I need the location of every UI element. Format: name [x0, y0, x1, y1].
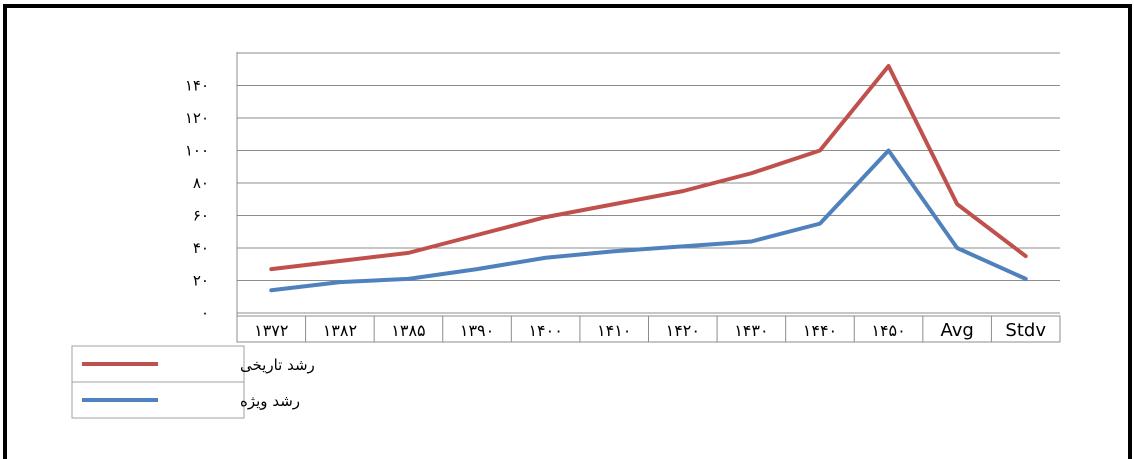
x-tick-label: ۱۴۰۰ [528, 321, 562, 340]
y-tick-label: ۴۰ [193, 239, 209, 257]
y-tick-label: ۱۲۰ [185, 109, 209, 127]
x-tick-label: ۱۴۳۰ [734, 321, 768, 340]
y-tick-label: ۰ [201, 304, 209, 322]
x-tick-label: ۱۴۴۰ [803, 321, 837, 340]
x-tick-label: ۱۴۲۰ [666, 321, 700, 340]
x-tick-label: ۱۴۱۰ [597, 321, 631, 340]
x-tick-label: ۱۳۷۲ [254, 321, 288, 340]
legend-label: رشد تاریخی [240, 356, 315, 374]
outer-frame [3, 4, 1132, 459]
x-tick-label: ۱۳۸۵ [391, 321, 425, 340]
x-tick-label: ۱۳۸۲ [323, 321, 357, 340]
y-tick-label: ۶۰ [193, 207, 209, 225]
y-tick-label: ۲۰ [193, 272, 209, 290]
series-line-2 [269, 148, 1028, 293]
x-axis-category-table: ۱۳۷۲ ۱۳۸۲ ۱۳۸۵ ۱۳۹۰ ۱۴۰۰ ۱۴۱۰ ۱۴۲۰ ۱۴۳۰ ۱۴۴۰ ۱۴۵۰… [236, 315, 1061, 343]
legend-label: رشد ویژه [240, 392, 300, 410]
y-axis-tick-labels: ۰ ۲۰ ۴۰ ۶۰ ۸۰ ۱۰۰ ۱۲۰ ۱۴۰ [185, 77, 209, 323]
y-tick-label: ۱۰۰ [185, 142, 209, 160]
x-tick-label: Avg [940, 320, 973, 341]
x-tick-label: ۱۳۹۰ [460, 321, 494, 340]
x-tick-label: ۱۴۵۰ [871, 321, 905, 340]
y-tick-label: ۸۰ [193, 174, 209, 192]
y-tick-label: ۱۴۰ [185, 77, 209, 95]
legend: رشد تاریخی رشد ویژه [71, 345, 315, 419]
x-tick-label: Stdv [1005, 320, 1046, 341]
series-lines [269, 64, 1028, 293]
series-line-1 [269, 64, 1028, 272]
